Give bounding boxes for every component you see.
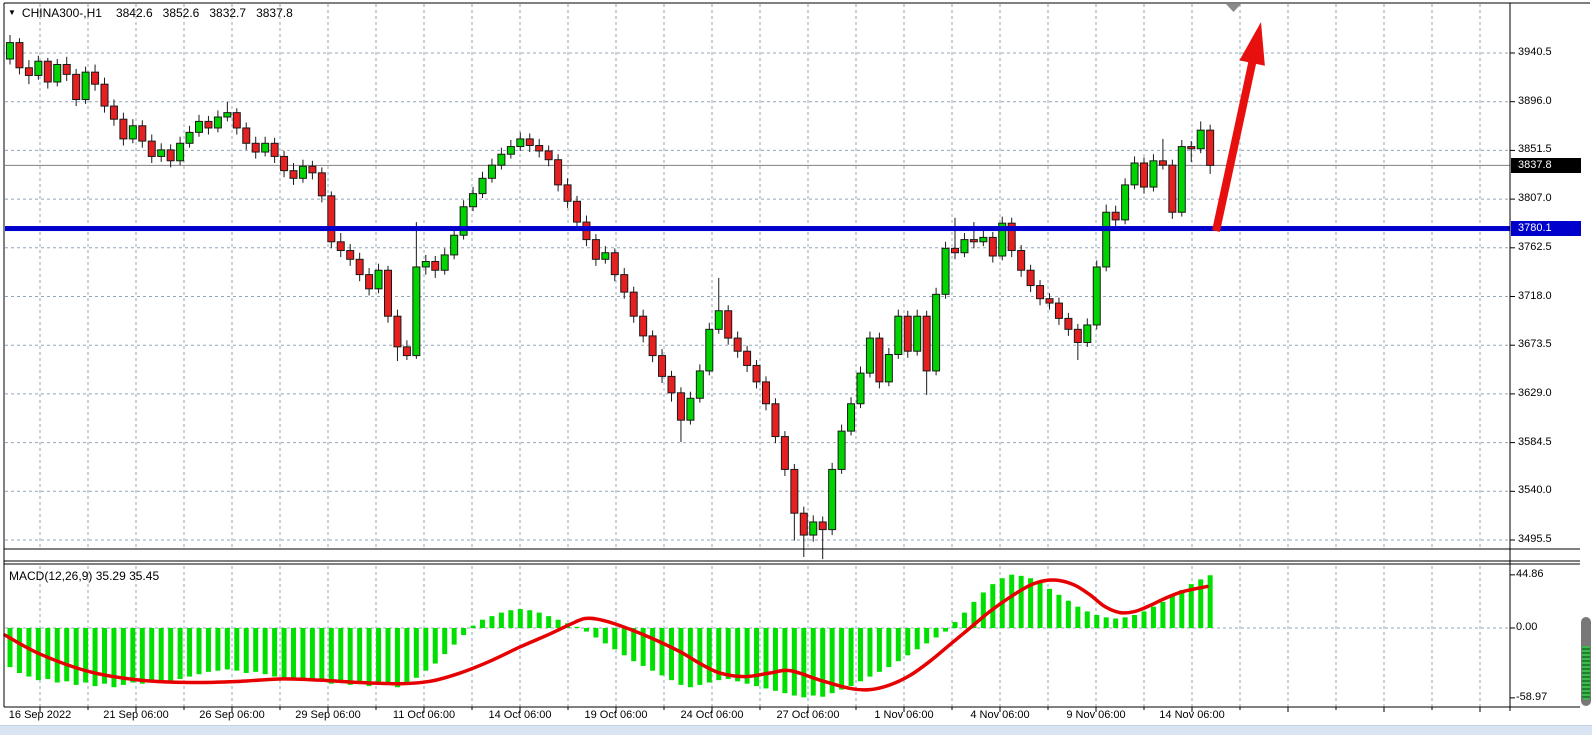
time-tick-label: 11 Oct 06:00 bbox=[392, 709, 456, 721]
bottom-strip bbox=[0, 725, 1592, 735]
price-tick-label: 3807.0 bbox=[1518, 192, 1552, 205]
macd-tick-label: 44.86 bbox=[1516, 567, 1544, 580]
time-tick-label: 21 Sep 06:00 bbox=[103, 709, 169, 721]
macd-signal-line bbox=[3, 578, 1209, 692]
price-tick-label: 3940.5 bbox=[1518, 46, 1552, 58]
macd-tick-label: 0.00 bbox=[1516, 621, 1538, 633]
price-tick-label: 3629.0 bbox=[1518, 386, 1552, 399]
support-level-line[interactable] bbox=[5, 226, 1510, 232]
scrollbar-grip-icon bbox=[1582, 646, 1590, 700]
time-tick-label: 1 Nov 06:00 bbox=[874, 709, 934, 721]
time-tick-label: 26 Sep 06:00 bbox=[199, 709, 265, 721]
candles bbox=[6, 34, 1215, 560]
current-price-tag: 3837.8 bbox=[1511, 157, 1581, 173]
macd-histogram bbox=[7, 574, 1213, 698]
time-tick-label: 27 Oct 06:00 bbox=[776, 709, 840, 721]
time-tick-label: 24 Oct 06:00 bbox=[680, 709, 744, 721]
chart-shift-icon[interactable] bbox=[1226, 4, 1241, 12]
price-tick-label: 3540.0 bbox=[1518, 484, 1552, 497]
time-tick-label: 4 Nov 06:00 bbox=[970, 709, 1030, 721]
price-tick-label: 3584.5 bbox=[1518, 435, 1552, 448]
price-tick-label: 3495.5 bbox=[1518, 533, 1552, 545]
time-tick-label: 9 Nov 06:00 bbox=[1066, 709, 1126, 721]
price-tick-label: 3673.5 bbox=[1518, 338, 1552, 351]
time-tick-label: 19 Oct 06:00 bbox=[584, 709, 648, 721]
time-tick-label: 14 Nov 06:00 bbox=[1159, 709, 1225, 721]
time-tick-label: 16 Sep 2022 bbox=[8, 709, 72, 721]
time-tick-label: 29 Sep 06:00 bbox=[295, 709, 361, 721]
price-tick-label: 3718.0 bbox=[1518, 289, 1552, 302]
time-tick-label: 14 Oct 06:00 bbox=[488, 709, 552, 721]
price-tick-label: 3762.5 bbox=[1518, 240, 1552, 253]
macd-tick-label: -58.97 bbox=[1516, 690, 1548, 703]
price-tick-label: 3851.5 bbox=[1518, 143, 1552, 156]
hline-price-tag: 3780.1 bbox=[1511, 221, 1581, 237]
price-tick-label: 3896.0 bbox=[1518, 94, 1552, 107]
scrollbar-thumb[interactable] bbox=[1581, 617, 1591, 706]
trend-arrow[interactable] bbox=[1212, 22, 1265, 232]
